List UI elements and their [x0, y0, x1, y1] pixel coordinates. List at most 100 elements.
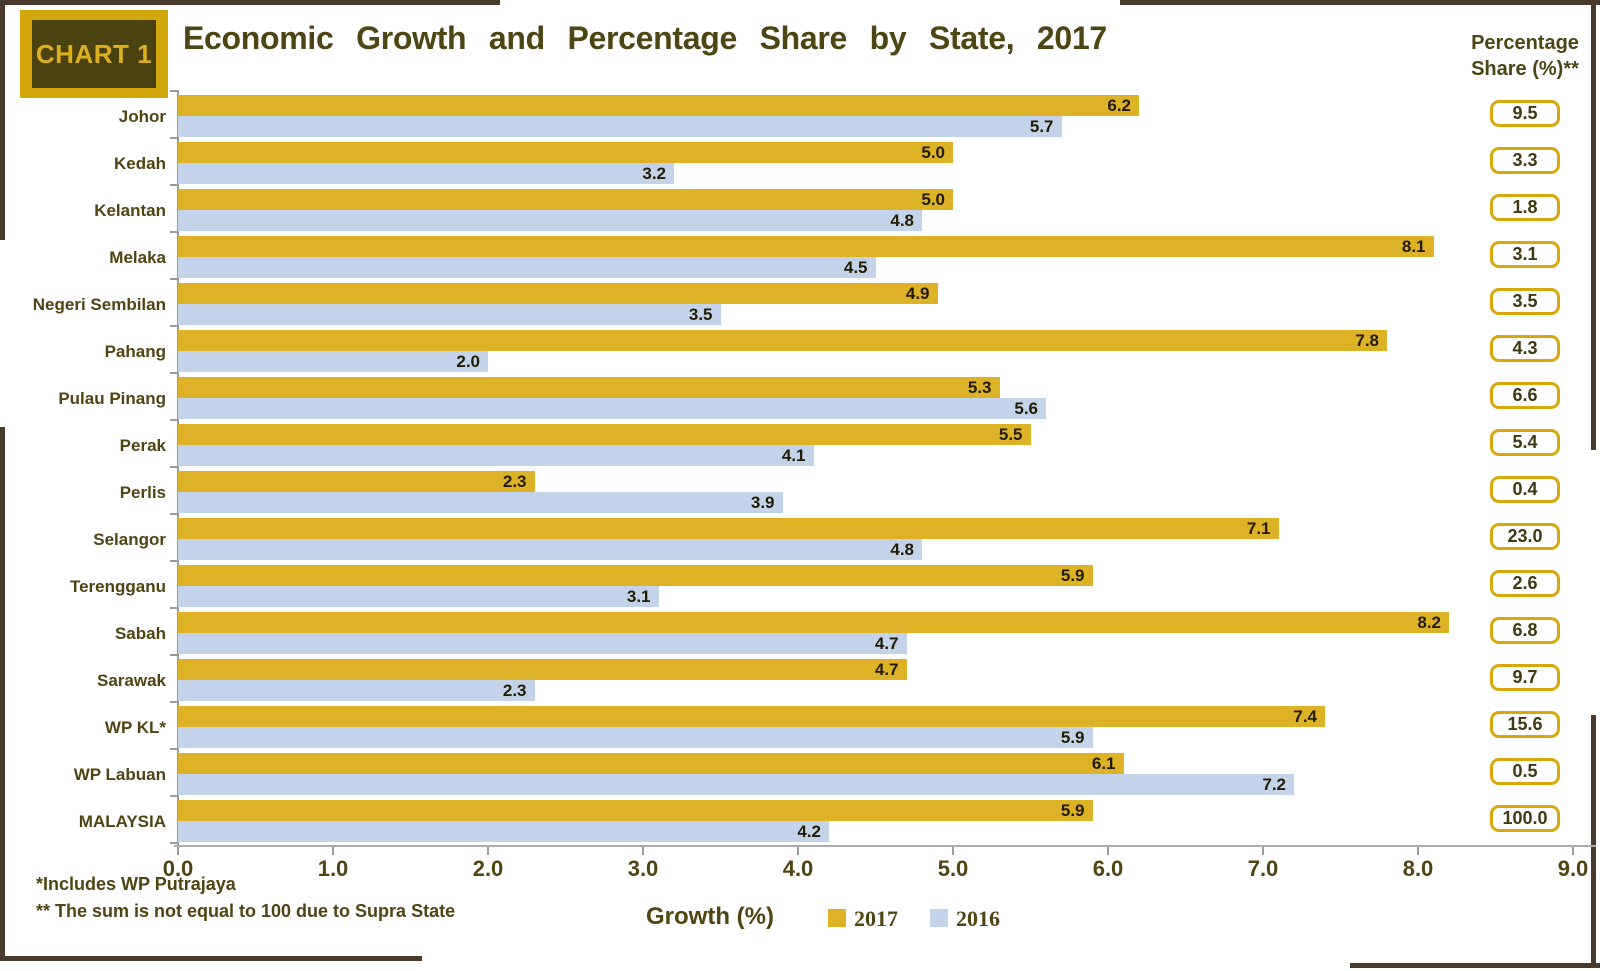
y-axis-tick	[170, 607, 178, 609]
frame-top-right-segment	[1120, 0, 1600, 5]
bar-value-label: 5.9	[1060, 801, 1085, 820]
bar-value-label: 2.3	[502, 681, 527, 700]
frame-right-top-segment	[1591, 0, 1596, 450]
share-value-box: 23.0	[1490, 523, 1560, 550]
bar-2017: 8.2	[178, 612, 1449, 633]
bar-value-label: 5.3	[967, 378, 992, 397]
bar-value-label: 2.0	[456, 352, 480, 371]
x-axis-tick	[642, 847, 644, 855]
x-axis-tick-label: 8.0	[1402, 856, 1434, 881]
y-axis-tick	[170, 795, 178, 797]
bar-value-label: 5.6	[1014, 399, 1038, 418]
x-axis-tick-label: 1.0	[317, 856, 349, 881]
bar-2016: 3.1	[178, 586, 659, 607]
bar-value-label: 6.1	[1091, 754, 1116, 773]
bar-2016: 3.5	[178, 304, 721, 325]
bar-value-label: 3.1	[626, 587, 651, 606]
bar-value-label: 4.1	[781, 446, 806, 465]
bar-2017: 8.1	[178, 236, 1434, 257]
bar-2016: 7.2	[178, 774, 1294, 795]
bar-2016: 4.8	[178, 539, 922, 560]
share-value-box: 3.3	[1490, 147, 1560, 174]
bar-2016: 5.6	[178, 398, 1046, 419]
y-axis-tick	[170, 419, 178, 421]
share-value-box: 2.6	[1490, 570, 1560, 597]
frame-bottom-right-segment	[1350, 963, 1600, 968]
frame-left-bottom-segment	[0, 427, 5, 961]
bar-2016: 5.7	[178, 116, 1062, 137]
share-value-box: 3.5	[1490, 288, 1560, 315]
share-value-box: 0.5	[1490, 758, 1560, 785]
legend-item-2016: 2016	[930, 906, 1000, 932]
share-column-header-line2: Share (%)**	[1471, 58, 1579, 80]
category-label: Johor	[118, 107, 166, 126]
bar-2017: 6.1	[178, 753, 1124, 774]
y-axis-tick	[170, 748, 178, 750]
bar-value-label: 6.2	[1107, 96, 1131, 115]
y-axis-tick	[170, 184, 178, 186]
x-axis-tick	[797, 847, 799, 855]
y-axis-tick	[170, 372, 178, 374]
bar-value-label: 8.2	[1417, 613, 1441, 632]
share-value-box: 6.6	[1490, 382, 1560, 409]
share-value-box: 3.1	[1490, 241, 1560, 268]
bar-value-label: 8.1	[1401, 237, 1426, 256]
x-axis-tick-label: 9.0	[1557, 856, 1589, 881]
share-value-box: 9.7	[1490, 664, 1560, 691]
category-label: Sarawak	[97, 671, 166, 690]
bar-value-label: 4.9	[905, 284, 930, 303]
bar-value-label: 5.0	[921, 143, 945, 162]
x-axis-tick-label: 0.0	[162, 856, 194, 881]
bar-value-label: 5.5	[998, 425, 1023, 444]
legend-label-2016: 2016	[956, 906, 1000, 931]
category-label: Pahang	[104, 342, 166, 361]
category-label: MALAYSIA	[78, 812, 166, 831]
bar-value-label: 5.9	[1060, 566, 1085, 585]
share-value-box: 15.6	[1490, 711, 1560, 738]
x-axis-tick	[1262, 847, 1264, 855]
bar-2016: 3.9	[178, 492, 783, 513]
y-axis-tick	[170, 325, 178, 327]
bar-2017: 5.9	[178, 565, 1093, 586]
bar-2016: 4.1	[178, 445, 814, 466]
bar-2017: 5.5	[178, 424, 1031, 445]
category-label: WP Labuan	[73, 765, 166, 784]
legend-swatch-2016	[930, 909, 948, 927]
bar-2017: 5.3	[178, 377, 1000, 398]
x-axis-tick-label: 5.0	[937, 856, 969, 881]
share-value-box: 100.0	[1490, 805, 1560, 832]
bar-2016: 5.9	[178, 727, 1093, 748]
bar-value-label: 7.2	[1262, 775, 1286, 794]
y-axis-tick	[170, 654, 178, 656]
bar-2017: 4.9	[178, 283, 938, 304]
x-axis-tick-label: 3.0	[627, 856, 659, 881]
bar-2016: 4.5	[178, 257, 876, 278]
y-axis-tick	[170, 513, 178, 515]
bar-2016: 4.7	[178, 633, 907, 654]
share-value-box: 5.4	[1490, 429, 1560, 456]
bar-value-label: 5.9	[1060, 728, 1085, 747]
share-value-box: 6.8	[1490, 617, 1560, 644]
share-value-box: 4.3	[1490, 335, 1560, 362]
bar-2017: 7.8	[178, 330, 1387, 351]
bar-value-label: 4.7	[874, 660, 899, 679]
bar-2017: 5.0	[178, 142, 953, 163]
x-axis-tick	[177, 847, 179, 855]
bar-2017: 7.1	[178, 518, 1279, 539]
bar-value-label: 7.4	[1293, 707, 1317, 726]
category-label: Pulau Pinang	[58, 389, 166, 408]
bar-2016: 3.2	[178, 163, 674, 184]
share-value-box: 1.8	[1490, 194, 1560, 221]
bar-value-label: 4.5	[843, 258, 868, 277]
legend-swatch-2017	[828, 909, 846, 927]
legend-item-2017: 2017	[828, 906, 898, 932]
bar-2016: 4.8	[178, 210, 922, 231]
chart-number-badge: CHART 1	[20, 10, 168, 98]
category-label: Kelantan	[94, 201, 166, 220]
share-value-box: 0.4	[1490, 476, 1560, 503]
y-axis-tick	[170, 701, 178, 703]
bar-value-label: 7.8	[1355, 331, 1379, 350]
x-axis-tick-label: 4.0	[782, 856, 814, 881]
bar-value-label: 4.8	[890, 540, 914, 559]
